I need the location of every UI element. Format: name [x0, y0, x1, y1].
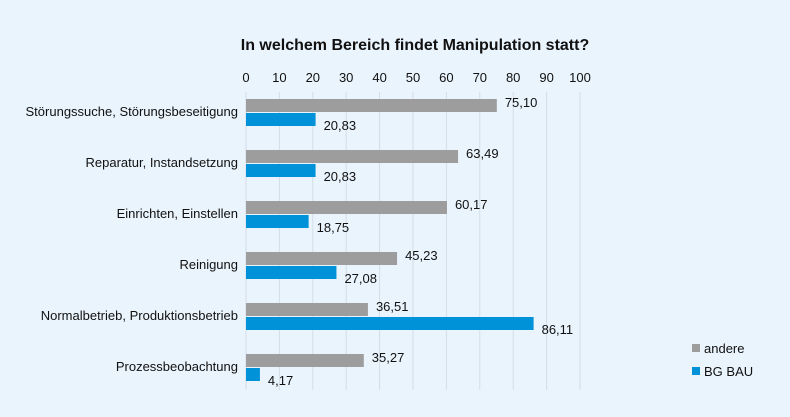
x-tick-label: 100 — [569, 70, 591, 85]
data-label: 63,49 — [466, 146, 499, 161]
data-label: 27,08 — [344, 271, 377, 286]
x-tick-label: 70 — [473, 70, 487, 85]
data-label: 20,83 — [324, 169, 357, 184]
category-label: Einrichten, Einstellen — [117, 206, 238, 221]
bar-bg-bau — [246, 164, 316, 177]
legend-label: andere — [704, 341, 744, 356]
x-tick-label: 10 — [272, 70, 286, 85]
category-label: Reparatur, Instandsetzung — [86, 155, 239, 170]
x-tick-label: 90 — [539, 70, 553, 85]
data-label: 20,83 — [324, 118, 357, 133]
bar-andere — [246, 150, 459, 163]
bar-andere — [246, 252, 398, 265]
bar-bg-bau — [246, 266, 337, 279]
data-label: 18,75 — [317, 220, 350, 235]
data-label: 45,23 — [405, 248, 438, 263]
x-tick-label: 0 — [242, 70, 249, 85]
category-label: Störungssuche, Störungsbeseitigung — [26, 104, 238, 119]
data-label: 75,10 — [505, 95, 538, 110]
bar-andere — [246, 354, 364, 367]
x-tick-label: 50 — [406, 70, 420, 85]
bar-andere — [246, 303, 368, 316]
x-tick-label: 60 — [439, 70, 453, 85]
legend-swatch — [692, 344, 700, 352]
x-tick-label: 80 — [506, 70, 520, 85]
category-label: Reinigung — [179, 257, 238, 272]
bar-bg-bau — [246, 368, 260, 381]
bar-bg-bau — [246, 113, 316, 126]
category-label: Prozessbeobachtung — [116, 359, 238, 374]
category-label: Normalbetrieb, Produktionsbetrieb — [41, 308, 238, 323]
bar-andere — [246, 201, 447, 214]
data-label: 4,17 — [268, 373, 293, 388]
data-label: 60,17 — [455, 197, 488, 212]
data-label: 86,11 — [542, 322, 574, 337]
data-label: 35,27 — [372, 350, 405, 365]
x-tick-label: 20 — [306, 70, 320, 85]
data-label: 36,51 — [376, 299, 409, 314]
legend-label: BG BAU — [704, 364, 753, 379]
bar-bg-bau — [246, 215, 309, 228]
legend-swatch — [692, 367, 700, 375]
bar-andere — [246, 99, 497, 112]
chart-title: In welchem Bereich findet Manipulation s… — [241, 37, 589, 54]
x-tick-label: 30 — [339, 70, 353, 85]
bar-bg-bau — [246, 317, 534, 330]
x-tick-label: 40 — [372, 70, 386, 85]
